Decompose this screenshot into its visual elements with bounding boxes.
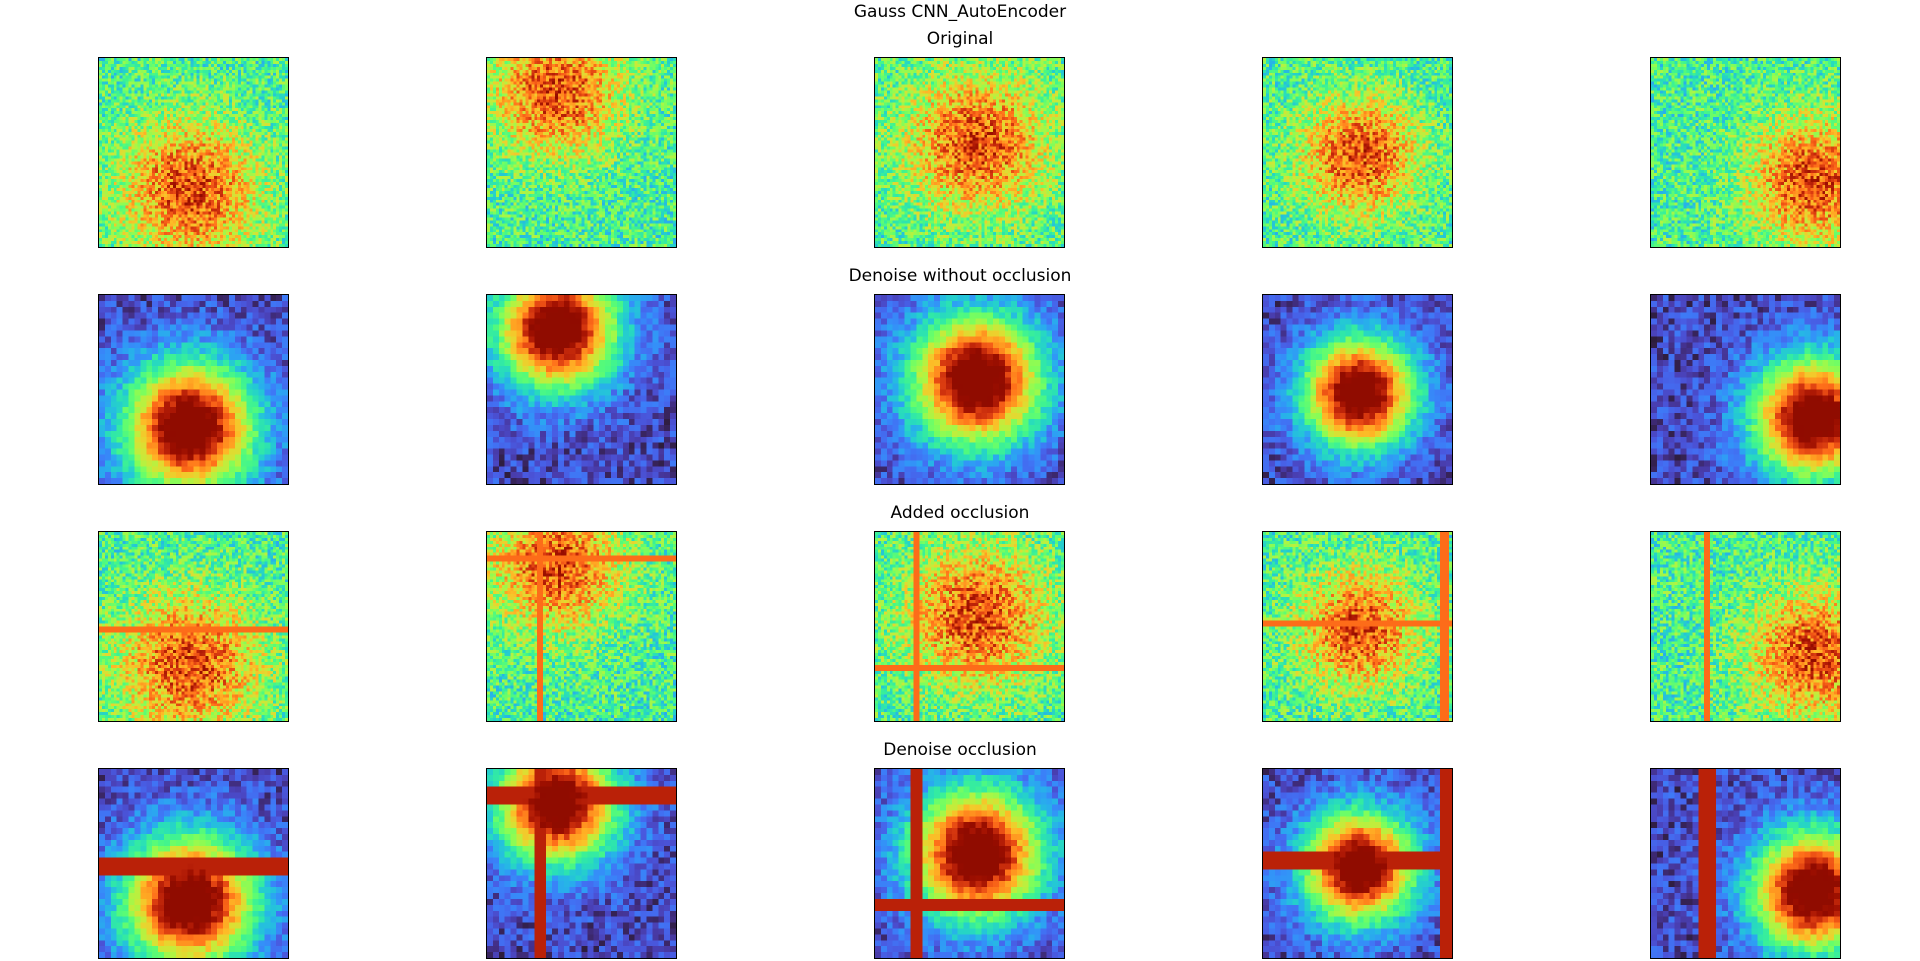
heatmap-image xyxy=(99,769,288,958)
row-title-denoise-occlusion: Denoise occlusion xyxy=(883,740,1037,760)
heatmap-image xyxy=(1651,58,1840,247)
image-panel xyxy=(874,57,1065,248)
image-panel xyxy=(1650,57,1841,248)
heatmap-image xyxy=(875,295,1064,484)
image-panel xyxy=(874,294,1065,485)
image-panel xyxy=(1262,57,1453,248)
image-panel xyxy=(874,768,1065,959)
heatmap-image xyxy=(1651,295,1840,484)
heatmap-image xyxy=(875,532,1064,721)
heatmap-image xyxy=(99,295,288,484)
image-panel xyxy=(486,57,677,248)
image-panel xyxy=(98,768,289,959)
image-panel xyxy=(486,531,677,722)
heatmap-image xyxy=(1263,58,1452,247)
row-title-denoise-without-occlusion: Denoise without occlusion xyxy=(848,266,1072,286)
image-panel xyxy=(1262,768,1453,959)
heatmap-image xyxy=(1263,295,1452,484)
image-panel xyxy=(874,531,1065,722)
heatmap-image xyxy=(487,769,676,958)
image-panel xyxy=(1650,768,1841,959)
heatmap-image xyxy=(99,58,288,247)
image-panel xyxy=(486,768,677,959)
heatmap-image xyxy=(875,769,1064,958)
heatmap-image xyxy=(1263,532,1452,721)
heatmap-image xyxy=(1263,769,1452,958)
heatmap-image xyxy=(487,532,676,721)
image-panel xyxy=(1262,531,1453,722)
heatmap-image xyxy=(875,58,1064,247)
image-panel xyxy=(98,294,289,485)
image-panel xyxy=(1650,531,1841,722)
image-panel xyxy=(1262,294,1453,485)
heatmap-image xyxy=(487,295,676,484)
figure-title: Gauss CNN_AutoEncoder xyxy=(853,2,1067,22)
image-panel xyxy=(1650,294,1841,485)
image-panel xyxy=(98,531,289,722)
heatmap-image xyxy=(99,532,288,721)
heatmap-image xyxy=(487,58,676,247)
heatmap-image xyxy=(1651,769,1840,958)
row-title-original: Original xyxy=(926,29,994,49)
image-panel xyxy=(486,294,677,485)
heatmap-image xyxy=(1651,532,1840,721)
image-panel xyxy=(98,57,289,248)
row-title-added-occlusion: Added occlusion xyxy=(890,503,1030,523)
